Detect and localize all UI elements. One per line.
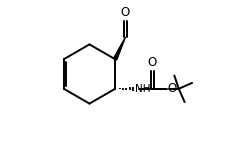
Text: NH: NH [135,84,150,94]
Text: O: O [121,6,130,19]
Polygon shape [114,37,126,60]
Text: O: O [148,56,157,69]
Text: O: O [167,82,176,95]
